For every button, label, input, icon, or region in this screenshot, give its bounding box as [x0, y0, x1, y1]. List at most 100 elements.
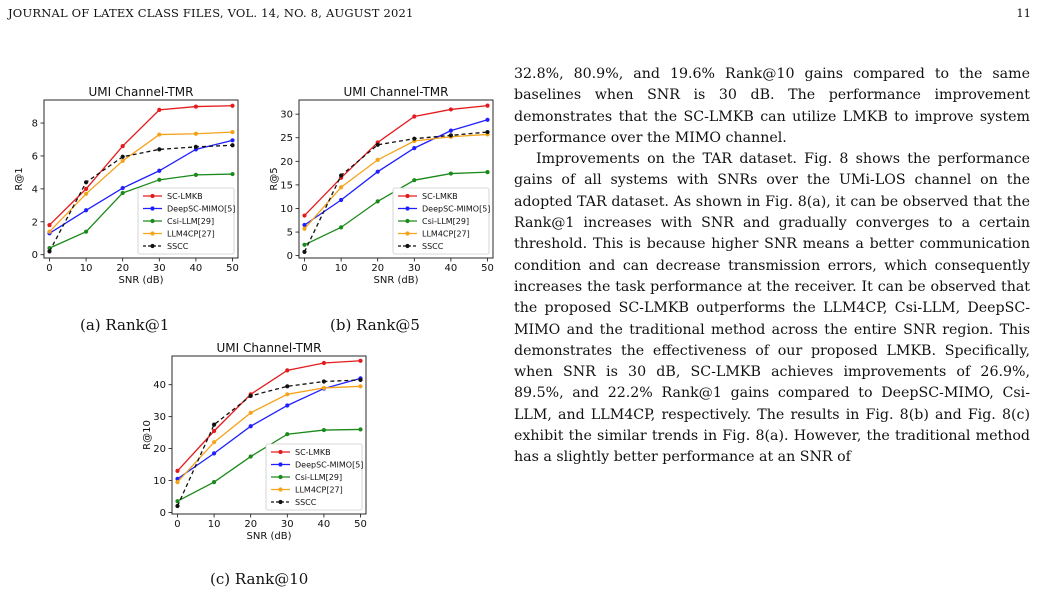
figure-c-chart: UMI Channel-TMR 0 10 20 30 40 50 0 10 20 30 40 SNR (…: [128, 340, 378, 558]
x-tick-label: 50: [481, 263, 494, 274]
data-point: [485, 129, 490, 135]
y-tick-label: 30: [280, 110, 293, 121]
x-tick-label: 40: [190, 263, 203, 274]
data-point: [157, 107, 162, 112]
data-point: [358, 427, 363, 432]
data-point: [412, 114, 417, 119]
y-tick-label: 10: [153, 476, 166, 487]
data-point: [285, 392, 290, 397]
series-line: [177, 377, 361, 480]
legend-label: SC-LMKB: [167, 192, 203, 201]
data-point: [302, 249, 307, 254]
legend-marker: [405, 231, 410, 236]
series-line: [304, 105, 488, 217]
data-point: [285, 384, 290, 389]
data-point: [211, 440, 217, 445]
paragraph-1: 32.8%, 80.9%, and 19.6% Rank@10 gains co…: [514, 66, 1030, 146]
data-point: [157, 132, 162, 137]
y-tick-label: 10: [280, 204, 293, 215]
series-line: [48, 144, 233, 252]
y-tick-label: 4: [32, 184, 38, 195]
data-point: [448, 171, 454, 176]
x-tick-label: 40: [318, 519, 331, 530]
x-axis-label: SNR (dB): [374, 275, 419, 286]
data-point: [211, 479, 217, 485]
chart-title: UMI Channel-TMR: [343, 85, 448, 99]
data-point: [302, 213, 307, 218]
x-tick-label: 50: [226, 263, 239, 274]
y-axis-label: R@1: [14, 167, 25, 190]
y-tick-label: 2: [32, 217, 38, 228]
legend-marker: [278, 487, 283, 492]
x-tick-label: 30: [281, 519, 294, 530]
data-point: [338, 225, 344, 230]
data-point: [83, 180, 89, 185]
legend-marker: [405, 206, 410, 211]
x-tick-label: 20: [244, 519, 257, 530]
x-tick-label: 30: [153, 263, 166, 274]
data-point: [485, 170, 490, 175]
data-point: [285, 368, 290, 373]
data-point: [193, 144, 199, 150]
y-tick-label: 0: [32, 250, 38, 261]
data-point: [285, 432, 290, 437]
legend-label: LLM4CP[27]: [167, 230, 215, 239]
data-point: [358, 384, 363, 389]
figure-a-chart: UMI Channel-TMR 0 10 20 30 40 50 0 2 4 6 8 SNR (dB) R…: [0, 84, 250, 302]
legend-box: [392, 187, 490, 255]
figure-c-caption: (c) Rank@10: [210, 570, 309, 588]
data-point: [175, 468, 180, 474]
series-line: [49, 131, 233, 233]
y-tick-label: 20: [153, 444, 166, 455]
legend-marker: [278, 499, 283, 505]
data-point: [47, 222, 52, 228]
x-axis-label: SNR (dB): [119, 275, 164, 286]
data-point: [120, 185, 125, 191]
data-point: [375, 199, 380, 204]
data-point: [412, 136, 417, 141]
data-point: [230, 138, 235, 143]
data-point: [358, 358, 363, 363]
data-point: [211, 428, 217, 434]
series-line: [303, 131, 488, 253]
paragraph-2: Improvements on the TAR dataset. Fig. 8 …: [514, 151, 1030, 466]
y-tick-label: 0: [160, 508, 166, 519]
x-tick-label: 20: [116, 263, 129, 274]
legend-label: Csi-LLM[29]: [167, 217, 214, 226]
x-tick-label: 40: [445, 263, 458, 274]
data-point: [211, 422, 217, 427]
data-point: [321, 385, 327, 391]
y-tick-label: 6: [32, 151, 38, 162]
y-tick-label: 30: [153, 412, 166, 423]
data-point: [193, 131, 199, 136]
y-tick-label: 8: [32, 119, 38, 130]
x-tick-label: 20: [371, 263, 384, 274]
legend-marker: [278, 462, 283, 467]
data-point: [120, 143, 125, 149]
data-point: [230, 103, 235, 108]
chart-title: UMI Channel-TMR: [216, 341, 321, 355]
data-point: [412, 178, 417, 183]
running-header: JOURNAL OF LATEX CLASS FILES, VOL. 14, N…: [8, 6, 414, 20]
legend-label: SSCC: [295, 498, 317, 507]
x-tick-label: 0: [174, 519, 180, 530]
legend-label: DeepSC-MIMO[5]: [422, 205, 490, 214]
legend-marker: [150, 243, 155, 249]
legend-label: Csi-LLM[29]: [422, 217, 469, 226]
data-point: [321, 427, 327, 433]
data-point: [285, 403, 290, 408]
legend-marker: [278, 474, 283, 480]
data-point: [83, 186, 89, 191]
series-line: [177, 360, 361, 472]
figure-a-caption: (a) Rank@1: [80, 316, 170, 334]
plot-frame: [171, 355, 367, 515]
data-point: [83, 191, 89, 196]
x-tick-label: 30: [408, 263, 421, 274]
data-point: [83, 208, 89, 213]
data-point: [175, 476, 180, 481]
data-point: [120, 190, 125, 196]
data-point: [120, 154, 125, 159]
y-tick-label: 40: [153, 380, 166, 391]
data-point: [358, 377, 363, 383]
series-line: [49, 139, 233, 234]
